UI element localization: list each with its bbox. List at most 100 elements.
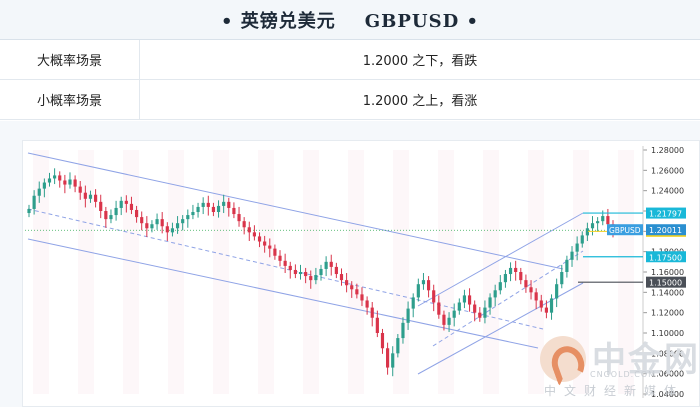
- candle-body: [257, 236, 262, 242]
- candle-body: [544, 307, 548, 313]
- candle-body: [129, 203, 134, 210]
- watermark-url: CNGOLD.COM: [590, 370, 657, 379]
- candle-body: [339, 274, 344, 281]
- candle-body: [345, 280, 349, 286]
- candle-body: [488, 297, 492, 308]
- candle-body: [283, 260, 287, 266]
- background-stripe: [123, 150, 139, 394]
- candle-body: [467, 295, 472, 305]
- candle-body: [216, 205, 221, 213]
- symbol-label: GBPUSD: [609, 226, 641, 235]
- scenario-row-major: 大概率场景 1.2000 之下，看跌: [0, 40, 700, 80]
- channel-line: [27, 238, 539, 349]
- candle-body: [529, 287, 533, 293]
- candle-body: [360, 294, 364, 301]
- background-stripe: [618, 150, 634, 394]
- candle-body: [252, 232, 256, 237]
- candle-body: [73, 179, 77, 187]
- candle-body: [549, 298, 554, 313]
- candle-body: [181, 219, 185, 224]
- candle-body: [555, 284, 559, 299]
- candle-body: [150, 224, 154, 229]
- background-stripe: [393, 150, 409, 394]
- candle-body: [375, 317, 379, 333]
- candle-body: [273, 248, 277, 256]
- candle-body: [206, 202, 210, 207]
- candle-body: [539, 300, 543, 308]
- candle-body: [401, 322, 405, 339]
- candle-body: [134, 209, 139, 218]
- background-stripe: [573, 150, 589, 394]
- candle-body: [580, 235, 584, 244]
- chart-area: 1.280001.260001.240001.220001.200001.180…: [0, 121, 700, 407]
- candle-body: [160, 219, 164, 227]
- candle-body: [329, 261, 333, 267]
- watermark: 中金网 CNGOLD.COM 中文财经新媒体: [540, 330, 700, 407]
- candle-body: [462, 295, 467, 303]
- chart-frame: 1.280001.260001.240001.220001.200001.180…: [22, 140, 700, 407]
- candle-body: [319, 268, 323, 276]
- symbol-tag: [607, 224, 643, 236]
- candle-body: [334, 266, 338, 275]
- candle-body: [293, 269, 297, 275]
- candle-body: [196, 206, 200, 213]
- level-label: 1.21797: [649, 210, 682, 219]
- candle-body: [590, 223, 595, 229]
- current-price-tag: [646, 224, 686, 236]
- level-tag: [646, 276, 686, 288]
- background-stripe: [483, 150, 499, 394]
- candle-body: [186, 215, 190, 220]
- candle-body: [314, 275, 318, 281]
- background-stripe: [78, 150, 94, 394]
- candle-body: [601, 216, 605, 222]
- candle-body: [119, 200, 123, 208]
- background-stripe: [438, 150, 454, 394]
- candle-body: [227, 201, 231, 208]
- candle-body: [68, 179, 72, 185]
- y-tick-label: 1.28000: [651, 146, 684, 155]
- candle-body: [355, 289, 359, 295]
- y-tick-label: 1.04000: [651, 390, 684, 399]
- candle-body: [370, 307, 374, 318]
- candle-body: [483, 307, 487, 318]
- candle-body: [575, 243, 579, 252]
- y-tick-label: 1.26000: [651, 166, 684, 175]
- background-stripe: [348, 150, 364, 394]
- candle-body: [263, 241, 267, 246]
- candle-body: [503, 274, 508, 283]
- candle-body: [426, 280, 431, 291]
- candle-body: [452, 310, 456, 318]
- candle-body: [365, 300, 369, 308]
- scenario-name: 小概率场景: [0, 80, 140, 119]
- candle-body: [145, 223, 149, 229]
- candle-body: [175, 223, 180, 229]
- candle-body: [473, 304, 477, 313]
- candle-body: [596, 221, 600, 224]
- background-stripe: [213, 150, 229, 394]
- scenario-desc: 1.2000 之上，看涨: [362, 94, 478, 109]
- scenario-row-minor: 小概率场景 1.2000 之上，看涨: [0, 80, 700, 120]
- candle-body: [140, 217, 144, 224]
- candle-body: [585, 228, 589, 236]
- candle-body: [58, 175, 62, 181]
- candle-body: [514, 267, 518, 272]
- candle-body: [83, 192, 87, 199]
- candle-body: [421, 280, 426, 285]
- candle-body: [396, 338, 400, 354]
- background-stripe: [33, 150, 49, 394]
- channel-line: [27, 152, 564, 270]
- candle-body: [37, 188, 41, 196]
- channel-mid-line: [432, 250, 584, 347]
- candle-body: [27, 208, 31, 214]
- candle-body: [304, 272, 308, 277]
- candle-body: [493, 290, 497, 298]
- scenario-desc: 1.2000 之下，看跌: [362, 54, 478, 69]
- candle-body: [386, 348, 390, 368]
- y-tick-label: 1.24000: [651, 187, 684, 196]
- current-price-label: 1.20011: [649, 226, 682, 235]
- candle-body: [478, 312, 482, 318]
- candle-body: [104, 211, 108, 220]
- candle-body: [416, 284, 420, 298]
- y-tick-label: 1.06000: [651, 370, 684, 379]
- candle-body: [155, 219, 159, 225]
